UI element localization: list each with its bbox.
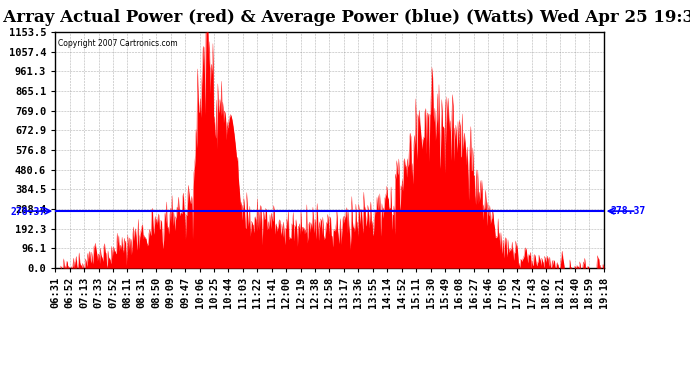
- Text: East Array Actual Power (red) & Average Power (blue) (Watts) Wed Apr 25 19:31: East Array Actual Power (red) & Average …: [0, 9, 690, 26]
- Text: 278.37: 278.37: [611, 206, 646, 216]
- Text: Copyright 2007 Cartronics.com: Copyright 2007 Cartronics.com: [58, 39, 177, 48]
